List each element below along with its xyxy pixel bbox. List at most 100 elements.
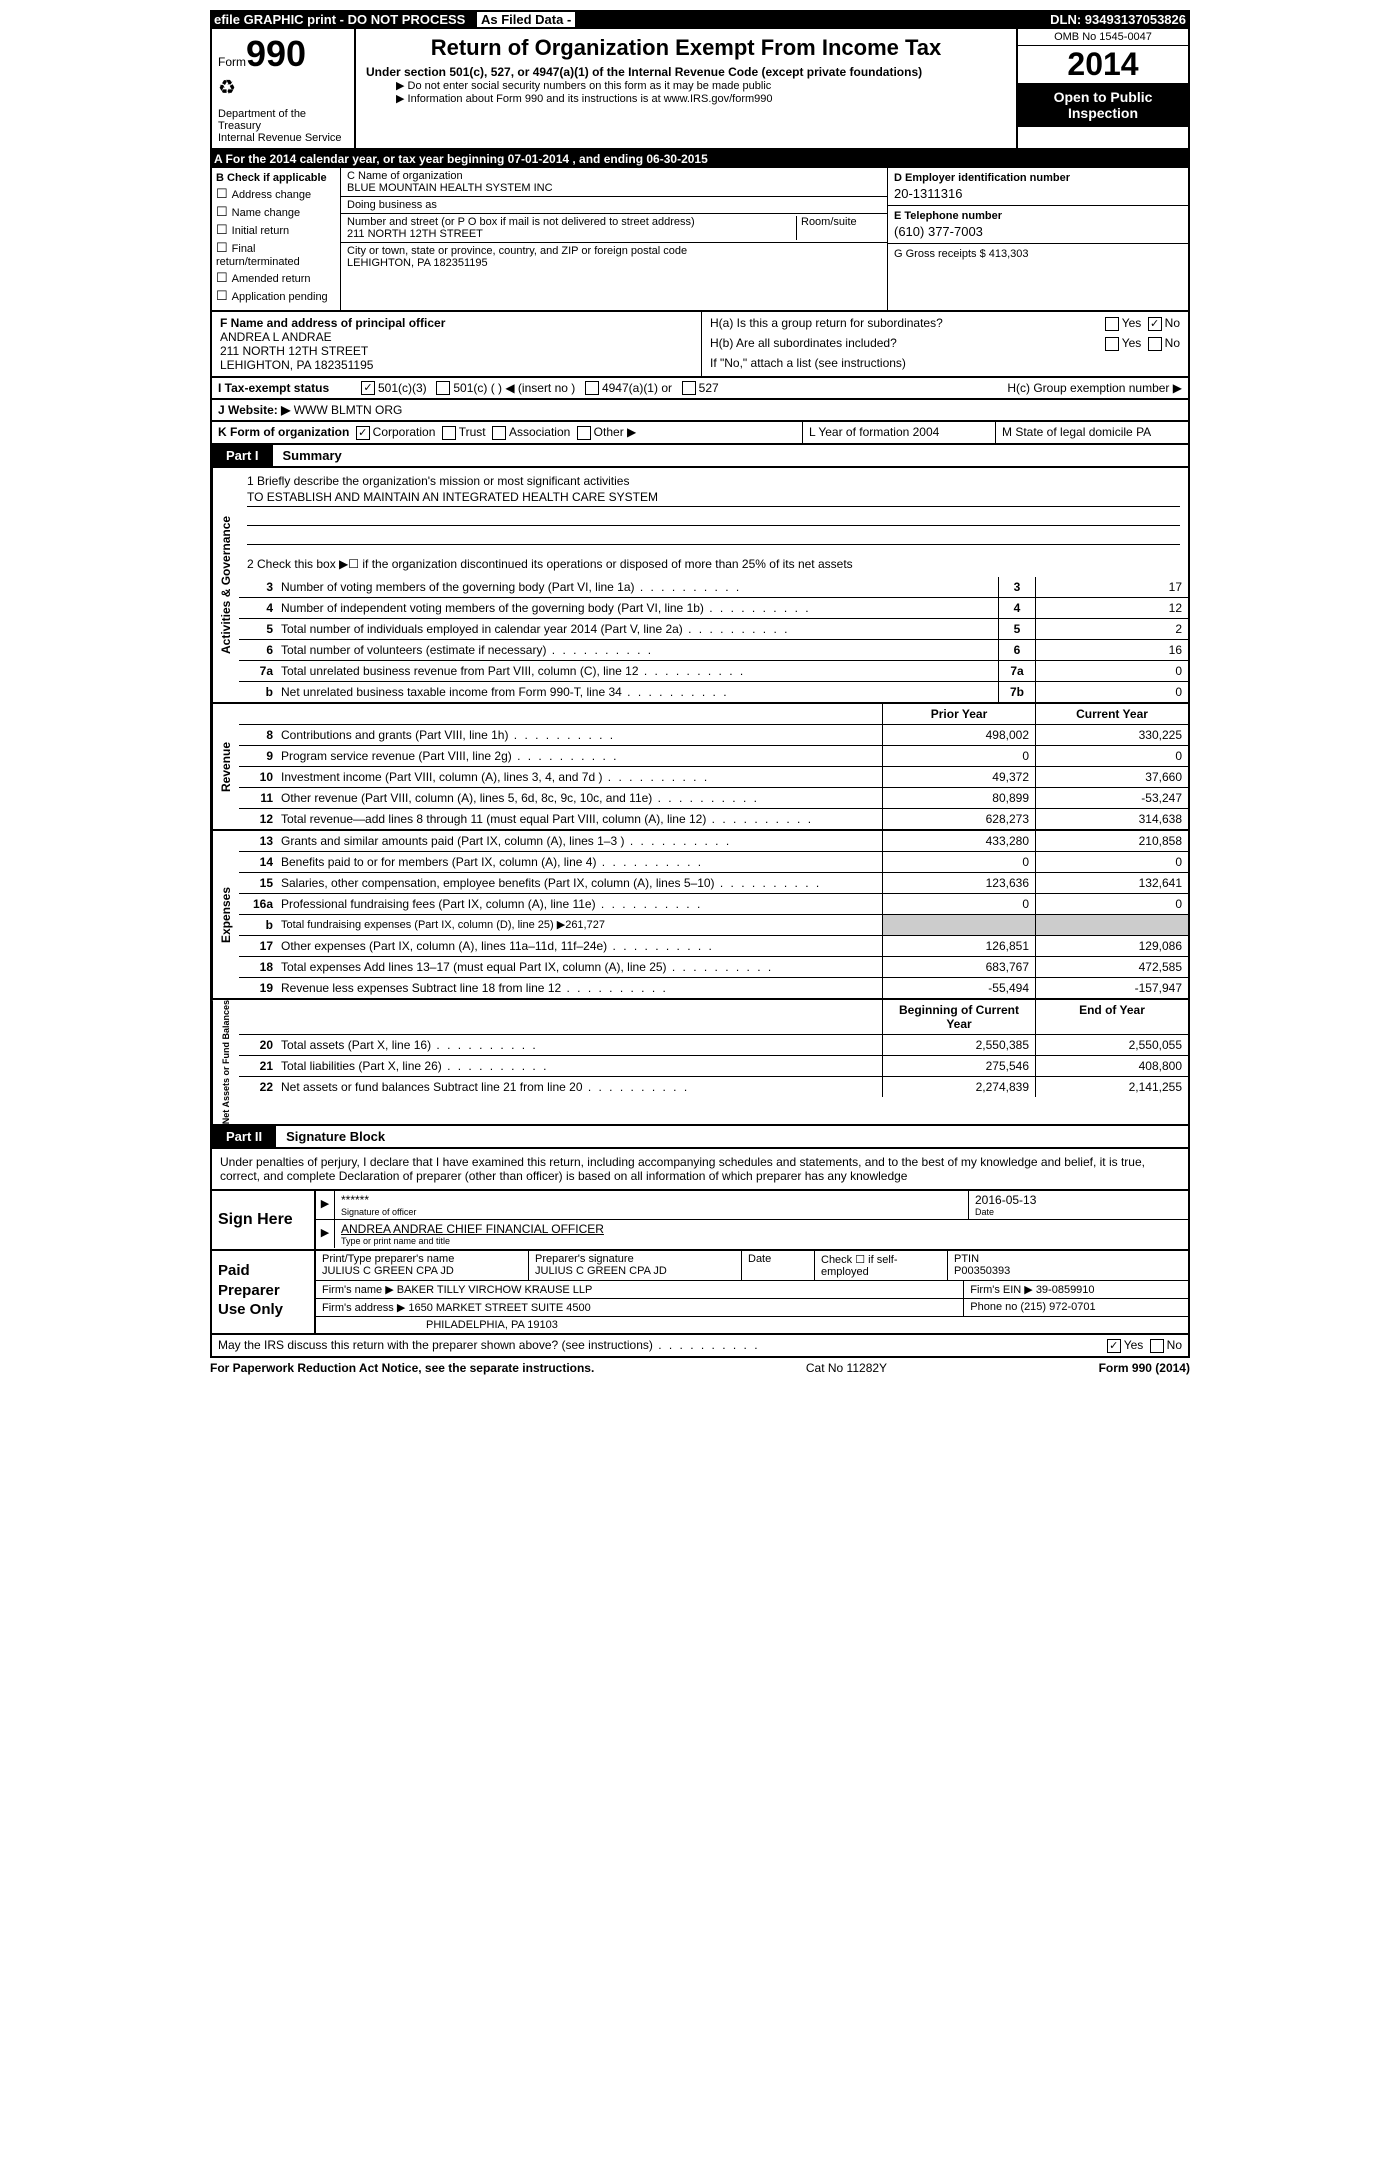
footer-right: Form 990 (2014) [1099, 1361, 1190, 1375]
exp-line: 15Salaries, other compensation, employee… [239, 873, 1188, 894]
vlabel-expenses: Expenses [212, 831, 239, 998]
part-i-tab: Part I [212, 445, 273, 466]
form-title: Return of Organization Exempt From Incom… [366, 35, 1006, 61]
street-value: 211 NORTH 12TH STREET [347, 228, 796, 240]
rev-header: Prior Year Current Year [239, 704, 1188, 725]
chk-amended[interactable]: Amended return [216, 270, 336, 286]
discuss-yes[interactable]: ✓ [1107, 1339, 1121, 1353]
i-501c[interactable] [436, 381, 450, 395]
mission-q2: 2 Check this box ▶☐ if the organization … [247, 557, 1180, 571]
part-i-header: Part I Summary [210, 445, 1190, 468]
form-header: Form990 ♻ Department of the Treasury Int… [210, 29, 1190, 150]
l-value: L Year of formation 2004 [802, 422, 995, 443]
form-subtitle: Under section 501(c), 527, or 4947(a)(1)… [366, 65, 1006, 79]
chk-name[interactable]: Name change [216, 204, 336, 220]
prep-left-label: Paid Preparer Use Only [212, 1251, 316, 1333]
part-ii-title: Signature Block [276, 1129, 385, 1144]
form-number: 990 [246, 33, 306, 74]
rev-line: 8Contributions and grants (Part VIII, li… [239, 725, 1188, 746]
as-filed-label: As Filed Data - [477, 12, 575, 27]
ha-label: H(a) Is this a group return for subordin… [710, 316, 943, 330]
footer-mid: Cat No 11282Y [806, 1361, 887, 1375]
chk-initial[interactable]: Initial return [216, 222, 336, 238]
net-section: Net Assets or Fund Balances Beginning of… [210, 1000, 1190, 1126]
ha-yes[interactable] [1105, 317, 1119, 331]
j-value: WWW BLMTN ORG [294, 403, 403, 417]
mission-q: 1 Briefly describe the organization's mi… [247, 474, 1180, 488]
exp-line: 19Revenue less expenses Subtract line 18… [239, 978, 1188, 998]
sig-date-label: Date [975, 1207, 1182, 1217]
row-a: A For the 2014 calendar year, or tax yea… [210, 150, 1190, 168]
i-527[interactable] [682, 381, 696, 395]
exp-line: 17Other expenses (Part IX, column (A), l… [239, 936, 1188, 957]
net-line: 21Total liabilities (Part X, line 26)275… [239, 1056, 1188, 1077]
officer-name: ANDREA ANDRAE CHIEF FINANCIAL OFFICER [341, 1222, 1182, 1236]
col-c: C Name of organization BLUE MOUNTAIN HEA… [341, 168, 887, 310]
net-line: 22Net assets or fund balances Subtract l… [239, 1077, 1188, 1097]
chk-pending[interactable]: Application pending [216, 288, 336, 304]
exp-line: bTotal fundraising expenses (Part IX, co… [239, 915, 1188, 936]
hc-label: H(c) Group exemption number ▶ [1007, 381, 1182, 395]
sign-here-label: Sign Here [212, 1191, 316, 1249]
officer-sig: ****** [341, 1193, 962, 1207]
hb-no[interactable] [1148, 337, 1162, 351]
hb-yes[interactable] [1105, 337, 1119, 351]
bcd-grid: B Check if applicable Address change Nam… [210, 168, 1190, 312]
officer-sig-label: Signature of officer [341, 1207, 962, 1217]
vlabel-governance: Activities & Governance [212, 468, 239, 702]
k-label: K Form of organization [218, 425, 349, 439]
ha-no[interactable]: ✓ [1148, 317, 1162, 331]
discuss-row: May the IRS discuss this return with the… [210, 1335, 1190, 1358]
tax-year: 2014 [1018, 46, 1188, 83]
vlabel-revenue: Revenue [212, 704, 239, 829]
discuss-no[interactable] [1150, 1339, 1164, 1353]
revenue-section: Revenue Prior Year Current Year 8Contrib… [210, 704, 1190, 831]
f-label: F Name and address of principal officer [220, 316, 693, 330]
j-label: J Website: ▶ [218, 403, 290, 417]
perjury-text: Under penalties of perjury, I declare th… [210, 1149, 1190, 1191]
ein-value: 20-1311316 [894, 186, 1182, 201]
exp-line: 13Grants and similar amounts paid (Part … [239, 831, 1188, 852]
k-trust[interactable] [442, 426, 456, 440]
hb-label: H(b) Are all subordinates included? [710, 336, 897, 350]
i-501c3[interactable]: ✓ [361, 381, 375, 395]
hb-note: If "No," attach a list (see instructions… [710, 356, 1180, 370]
col-b-title: B Check if applicable [216, 172, 336, 184]
row-j: J Website: ▶ WWW BLMTN ORG [210, 400, 1190, 422]
form-word: Form [218, 55, 246, 69]
footer-left: For Paperwork Reduction Act Notice, see … [210, 1361, 594, 1375]
rev-line: 9Program service revenue (Part VIII, lin… [239, 746, 1188, 767]
sig-date: 2016-05-13 [975, 1193, 1182, 1207]
i-4947[interactable] [585, 381, 599, 395]
gross-label: G Gross receipts $ 413,303 [894, 248, 1182, 260]
chk-address[interactable]: Address change [216, 186, 336, 202]
col-d: D Employer identification number 20-1311… [887, 168, 1188, 310]
k-other[interactable] [577, 426, 591, 440]
sign-block: Sign Here ▶ ****** Signature of officer … [210, 1191, 1190, 1251]
form-note-1: ▶ Do not enter social security numbers o… [396, 79, 1006, 92]
arrow-icon: ▶ [316, 1220, 335, 1248]
k-assoc[interactable] [492, 426, 506, 440]
row-k: K Form of organization ✓Corporation Trus… [210, 422, 1190, 445]
governance-section: Activities & Governance 1 Briefly descri… [210, 468, 1190, 704]
net-line: 20Total assets (Part X, line 16)2,550,38… [239, 1035, 1188, 1056]
omb-label: OMB No 1545-0047 [1018, 29, 1188, 46]
part-ii-tab: Part II [212, 1126, 276, 1147]
ein-label: D Employer identification number [894, 172, 1182, 184]
efile-label: efile GRAPHIC print - DO NOT PROCESS [214, 12, 465, 27]
k-corp[interactable]: ✓ [356, 426, 370, 440]
f-city: LEHIGHTON, PA 182351195 [220, 358, 693, 372]
chk-final[interactable]: Final return/terminated [216, 240, 336, 268]
tel-value: (610) 377-7003 [894, 224, 1182, 239]
top-bar: efile GRAPHIC print - DO NOT PROCESS As … [210, 10, 1190, 29]
gov-line: bNet unrelated business taxable income f… [239, 682, 1188, 702]
dept-label: Department of the Treasury Internal Reve… [218, 108, 348, 144]
recycle-icon: ♻ [218, 75, 348, 100]
arrow-icon: ▶ [316, 1191, 335, 1219]
discuss-q: May the IRS discuss this return with the… [218, 1338, 653, 1352]
net-header: Beginning of Current Year End of Year [239, 1000, 1188, 1035]
vlabel-net: Net Assets or Fund Balances [212, 1000, 239, 1124]
gov-line: 4Number of independent voting members of… [239, 598, 1188, 619]
open-inspection: Open to Public Inspection [1018, 83, 1188, 127]
tel-label: E Telephone number [894, 210, 1182, 222]
